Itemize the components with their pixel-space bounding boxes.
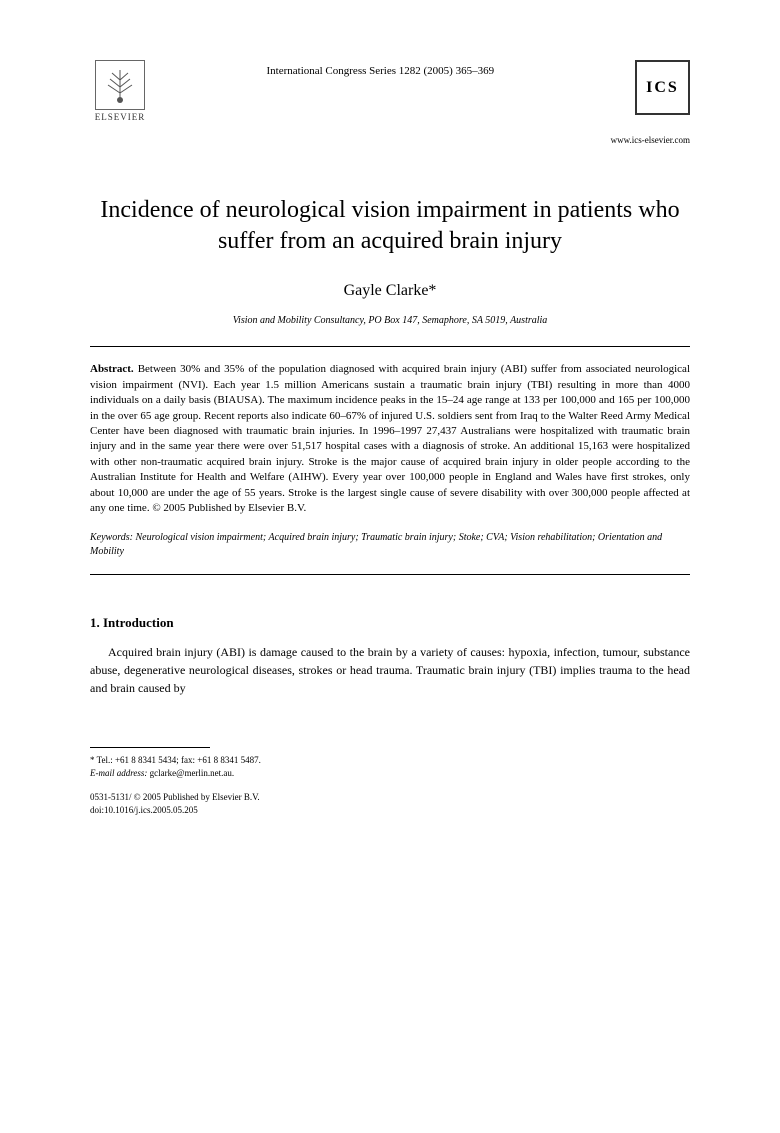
elsevier-tree-icon — [95, 60, 145, 110]
section-body: Acquired brain injury (ABI) is damage ca… — [90, 643, 690, 697]
footnote-email-label: E-mail address: — [90, 768, 147, 778]
footer-block: 0531-5131/ © 2005 Published by Elsevier … — [90, 791, 690, 816]
elsevier-logo: ELSEVIER — [90, 60, 150, 130]
keywords-text: Neurological vision impairment; Acquired… — [90, 532, 662, 557]
article-affiliation: Vision and Mobility Consultancy, PO Box … — [90, 315, 690, 326]
keywords-label: Keywords: — [90, 532, 133, 543]
abstract-block: Abstract. Between 30% and 35% of the pop… — [90, 362, 690, 516]
divider-top — [90, 346, 690, 347]
journal-citation: International Congress Series 1282 (2005… — [266, 60, 494, 77]
publisher-name: ELSEVIER — [95, 112, 146, 122]
header-row: ELSEVIER International Congress Series 1… — [90, 60, 690, 145]
ics-logo-block: ICS www.ics-elsevier.com — [611, 60, 690, 145]
footnote-contact: * Tel.: +61 8 8341 5434; fax: +61 8 8341… — [90, 754, 690, 767]
footer-issn-copyright: 0531-5131/ © 2005 Published by Elsevier … — [90, 791, 690, 804]
ics-url: www.ics-elsevier.com — [611, 135, 690, 145]
footnote-separator — [90, 747, 210, 748]
footer-doi: doi:10.1016/j.ics.2005.05.205 — [90, 804, 690, 817]
ics-logo: ICS — [635, 60, 690, 115]
article-author: Gayle Clarke* — [90, 282, 690, 300]
divider-bottom — [90, 574, 690, 575]
keywords-block: Keywords: Neurological vision impairment… — [90, 531, 690, 559]
footnote-email-line: E-mail address: gclarke@merlin.net.au. — [90, 767, 690, 780]
footnote-email: gclarke@merlin.net.au. — [150, 768, 235, 778]
article-title: Incidence of neurological vision impairm… — [90, 195, 690, 257]
section-heading: 1. Introduction — [90, 615, 690, 631]
abstract-label: Abstract. — [90, 363, 134, 375]
abstract-text: Between 30% and 35% of the population di… — [90, 363, 690, 514]
